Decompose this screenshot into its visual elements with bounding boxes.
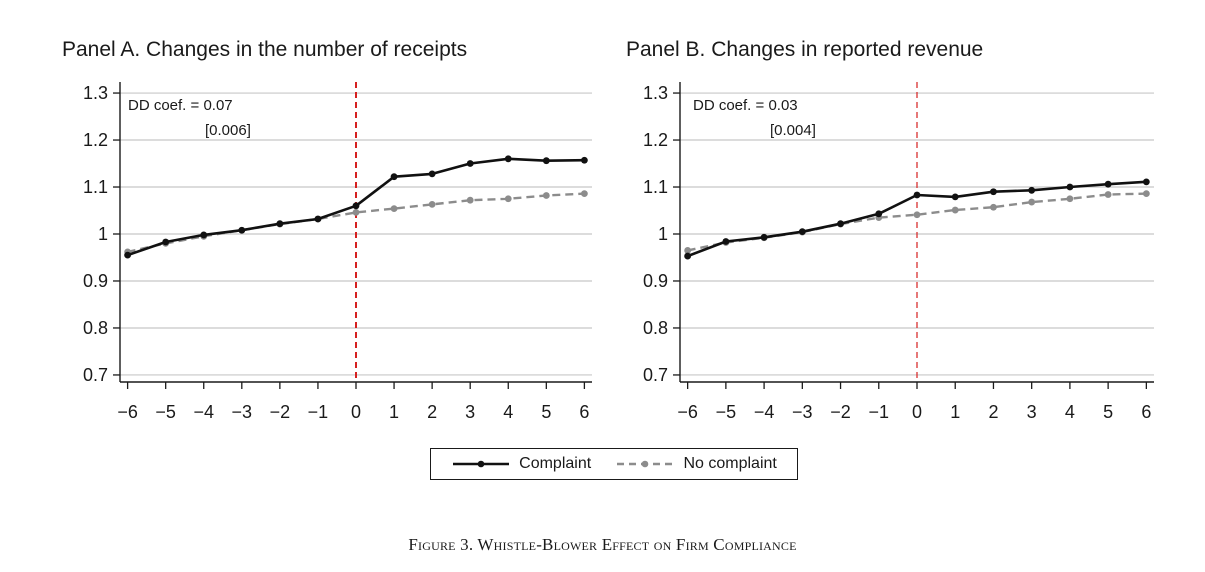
panel-b-series-complaint-point bbox=[1066, 183, 1074, 191]
panel-a-x-tick-label: −1 bbox=[308, 402, 329, 422]
panel-b-x-tick-label: −3 bbox=[792, 402, 813, 422]
panel-a-series-no-complaint-point bbox=[352, 208, 360, 216]
panel-b-y-tick-label: 1.1 bbox=[643, 177, 668, 197]
legend-label-no-complaint: No complaint bbox=[683, 455, 777, 472]
panel-a-title: Panel A. Changes in the number of receip… bbox=[62, 38, 467, 61]
panel-a-y-tick-label: 0.8 bbox=[83, 318, 108, 338]
panel-a-y-tick-label: 1 bbox=[98, 224, 108, 244]
panel-a-y-tick-label: 1.1 bbox=[83, 177, 108, 197]
panel-a-series-complaint-point bbox=[314, 215, 322, 223]
panel-a-series-no-complaint-point bbox=[504, 195, 512, 203]
panel-b-series-no-complaint-point bbox=[684, 247, 692, 254]
panel-b-series-complaint-point bbox=[951, 193, 959, 201]
panel-b-series-complaint-point bbox=[990, 188, 997, 196]
panel-a-series-complaint-point bbox=[580, 156, 588, 164]
panel-b-y-tick-label: 0.9 bbox=[643, 271, 668, 291]
panel-b-x-tick-label: −6 bbox=[677, 402, 698, 422]
panel-a-series-complaint-point bbox=[238, 226, 246, 234]
panel-b-series-no-complaint-point bbox=[990, 203, 997, 211]
panel-a-annotation-se: [0.006] bbox=[205, 122, 251, 139]
panel-b-annotation-se: [0.004] bbox=[770, 122, 816, 139]
panel-b-series-complaint-point bbox=[837, 220, 844, 228]
panel-a-x-tick-label: 0 bbox=[351, 402, 361, 422]
panel-b-title: Panel B. Changes in reported revenue bbox=[626, 38, 983, 61]
panel-a-x-tick-label: 4 bbox=[503, 402, 513, 422]
panel-b-x-tick-label: −1 bbox=[869, 402, 890, 422]
panel-a-series-complaint-point bbox=[428, 170, 436, 178]
panel-a-chart: Panel A. Changes in the number of receip… bbox=[62, 38, 592, 422]
panel-a-x-tick-label: −2 bbox=[270, 402, 291, 422]
panel-a-series-no-complaint-point bbox=[542, 192, 550, 199]
legend-swatch-no-complaint bbox=[617, 460, 674, 468]
panel-b-x-tick-label: 5 bbox=[1103, 402, 1113, 422]
panel-b-y-tick-label: 1.3 bbox=[643, 83, 668, 103]
panel-a-series-complaint-point bbox=[390, 173, 398, 181]
panel-b-x-tick-label: −5 bbox=[716, 402, 737, 422]
panel-b-series-complaint-point bbox=[684, 252, 692, 260]
panel-b-chart: Panel B. Changes in reported revenue 0.7 0… bbox=[626, 38, 1154, 422]
panel-a-series-complaint-point bbox=[542, 157, 550, 165]
panel-b-series-no-complaint-point bbox=[1104, 191, 1112, 198]
panel-b-series-no-complaint-point bbox=[913, 211, 921, 219]
panel-a-x-tick-label: 1 bbox=[389, 402, 399, 422]
panel-b-series-no-complaint-point bbox=[1028, 198, 1036, 206]
panel-b-series-complaint-point bbox=[760, 233, 768, 241]
panel-a-x-tick-label: 5 bbox=[541, 402, 551, 422]
panel-b-x-tick-label: 4 bbox=[1065, 402, 1075, 422]
panel-b-series-no-complaint-point bbox=[1066, 195, 1074, 203]
panel-a-annotation-coef: DD coef. = 0.07 bbox=[128, 97, 233, 114]
panel-b-x-tick-label: 3 bbox=[1027, 402, 1037, 422]
panel-b-y-tick-label: 1.2 bbox=[643, 130, 668, 150]
panel-b-x-tick-label: 2 bbox=[988, 402, 998, 422]
panel-b-x-tick-label: 1 bbox=[950, 402, 960, 422]
panel-a-x-tick-label: −5 bbox=[155, 402, 176, 422]
panel-a-series-no-complaint-point bbox=[466, 196, 474, 204]
panel-a-x-tick-label: 2 bbox=[427, 402, 437, 422]
panel-a-series-no-complaint-point bbox=[390, 205, 398, 213]
panel-a-x-tick-label: −3 bbox=[232, 402, 253, 422]
panel-a-series-no-complaint-point bbox=[580, 190, 588, 197]
panel-b-series-complaint-point bbox=[875, 210, 883, 218]
legend-swatch-complaint bbox=[453, 460, 510, 468]
chart-area: Panel A. Changes in the number of receip… bbox=[62, 38, 1154, 422]
panel-b-series-complaint-point bbox=[1028, 186, 1036, 194]
panel-a-y-tick-label: 0.7 bbox=[83, 365, 108, 385]
panel-a-series-complaint-point bbox=[124, 251, 132, 259]
panel-a-series-complaint-point bbox=[466, 160, 474, 167]
panel-b-series-complaint-point bbox=[913, 191, 921, 199]
panel-b-series-complaint-point bbox=[1142, 178, 1150, 186]
chart-legend: Complaint No complaint bbox=[430, 448, 798, 480]
panel-b-x-tick-label: 6 bbox=[1141, 402, 1151, 422]
legend-label-complaint: Complaint bbox=[519, 455, 592, 472]
panel-a-y-tick-label: 0.9 bbox=[83, 271, 108, 291]
legend-item-no-complaint: No complaint bbox=[615, 455, 777, 473]
panel-a-x-tick-label: −6 bbox=[117, 402, 138, 422]
panel-b-y-tick-label: 1 bbox=[658, 224, 668, 244]
panel-b-annotation-coef: DD coef. = 0.03 bbox=[693, 97, 798, 114]
panel-a-series-complaint-point bbox=[200, 231, 208, 239]
panel-b-series-no-complaint-point bbox=[1142, 190, 1150, 197]
panel-b-x-tick-label: 0 bbox=[912, 402, 922, 422]
panel-a-series-complaint-point bbox=[276, 220, 284, 228]
panel-b-x-tick-label: −2 bbox=[830, 402, 851, 422]
panel-a-x-tick-label: −4 bbox=[193, 402, 214, 422]
panel-b-series-complaint-point bbox=[1104, 180, 1112, 188]
figure-caption: Figure 3. Whistle-Blower Effect on Firm … bbox=[408, 535, 797, 554]
panel-b-series-complaint-point bbox=[722, 238, 730, 245]
panel-b-y-tick-label: 0.7 bbox=[643, 365, 668, 385]
panel-b-y-tick-label: 0.8 bbox=[643, 318, 668, 338]
panel-b-series-complaint-point bbox=[798, 228, 806, 236]
panel-b-x-tick-label: −4 bbox=[754, 402, 775, 422]
panel-a-y-tick-label: 1.3 bbox=[83, 83, 108, 103]
panel-b-series-no-complaint-point bbox=[951, 206, 959, 214]
panel-a-x-tick-label: 3 bbox=[465, 402, 475, 422]
panel-a-series-complaint-point bbox=[352, 202, 360, 210]
panel-a-y-tick-label: 1.2 bbox=[83, 130, 108, 150]
panel-a-series-no-complaint-point bbox=[428, 201, 436, 208]
panel-a-series-complaint-point bbox=[162, 238, 170, 246]
panel-a-series-complaint-point bbox=[504, 155, 512, 163]
panel-a-x-tick-label: 6 bbox=[579, 402, 589, 422]
legend-item-complaint: Complaint bbox=[451, 455, 591, 473]
